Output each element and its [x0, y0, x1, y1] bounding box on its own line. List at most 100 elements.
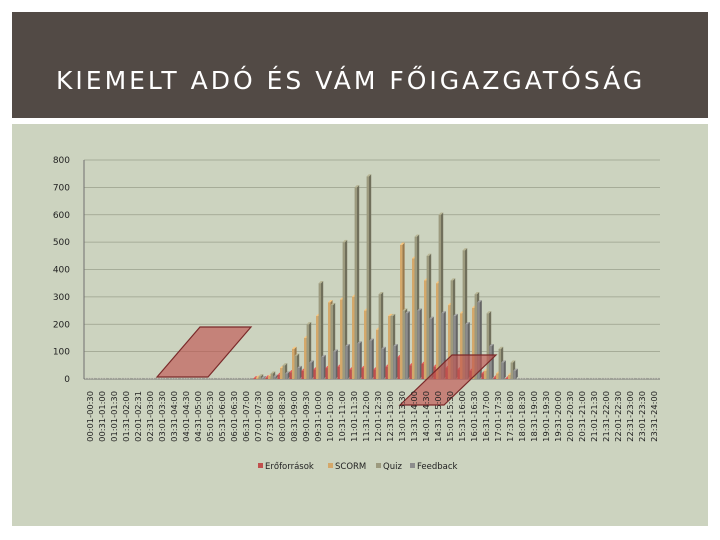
- bar-4-39: [560, 376, 564, 380]
- bar-1-5: [145, 376, 148, 380]
- bar-2-45: [627, 376, 631, 380]
- x-tick-label: 12:01-12:30: [373, 391, 383, 442]
- x-tick-label: 19:01-19:30: [541, 391, 551, 442]
- x-tick-label: 19:31-20:00: [553, 391, 563, 442]
- x-tick-label: 17:31-18:00: [505, 391, 515, 442]
- bar-4-35: [513, 368, 518, 379]
- bar-4-44: [620, 376, 624, 380]
- x-tick-label: 10:31-11:00: [337, 391, 347, 442]
- bar-2-2: [111, 376, 115, 380]
- x-tick-label: 05:01-05:30: [205, 391, 215, 442]
- legend-label: SCORM: [335, 462, 366, 472]
- bar-4-38: [548, 376, 552, 380]
- bar-3-10: [210, 376, 214, 380]
- chart-legend: Erőforrások SCORM Quiz Feedback: [258, 462, 458, 472]
- chart-panel: [12, 124, 708, 526]
- x-tick-label: 21:31-22:00: [601, 391, 611, 442]
- x-tick-label: 10:01-10:30: [325, 391, 335, 442]
- bar-1-11: [217, 376, 220, 380]
- x-tick-label: 17:01-17:30: [493, 391, 503, 442]
- bar-3-39: [558, 376, 562, 380]
- x-tick-label: 20:01-20:30: [565, 391, 575, 442]
- x-tick-label: 12:31-13:00: [385, 391, 395, 442]
- bar-3-4: [138, 376, 142, 380]
- x-tick-label: 06:01-06:30: [229, 391, 239, 442]
- bar-1-39: [553, 376, 556, 380]
- highlight-parallelogram-night: [155, 326, 253, 378]
- x-tick-label: 15:31-16:00: [457, 391, 467, 442]
- bar-4-16: [285, 371, 290, 379]
- bar-1-41: [577, 376, 580, 380]
- bar-1-38: [541, 376, 544, 380]
- bar-1-3: [121, 376, 124, 380]
- bar-4-33: [489, 343, 494, 379]
- x-tick-label: 11:01-11:30: [349, 391, 359, 442]
- bar-4-28: [429, 316, 434, 379]
- x-tick-label: 21:01-21:30: [589, 391, 599, 442]
- bar-1-1: [97, 376, 100, 380]
- y-tick-label: 300: [53, 293, 70, 303]
- bar-1-12: [229, 376, 232, 380]
- bar-2-47: [651, 376, 655, 380]
- bar-1-47: [649, 376, 652, 380]
- x-tick-label: 02:31-03:00: [145, 391, 155, 442]
- bar-1-4: [133, 376, 136, 380]
- x-tick-label: 15:01-15:30: [445, 391, 455, 442]
- bar-2-3: [123, 376, 127, 380]
- bar-3-2: [114, 376, 118, 380]
- bar-3-12: [234, 376, 238, 380]
- bar-3-36: [522, 376, 526, 380]
- bar-2-36: [519, 376, 523, 380]
- bar-4-14: [261, 375, 266, 379]
- bar-3-45: [630, 376, 634, 380]
- x-tick-label: 18:01-18:30: [517, 391, 527, 442]
- x-tick-label: 08:31-09:00: [289, 391, 299, 442]
- bar-2-42: [591, 376, 595, 380]
- x-tick-label: 16:31-17:00: [481, 391, 491, 442]
- bar-4-3: [128, 376, 132, 380]
- x-tick-label: 01:31-02:00: [121, 391, 131, 442]
- header-bar: KIEMELT ADÓ ÉS VÁM FŐIGAZGATÓSÁG: [12, 12, 708, 118]
- bar-4-45: [632, 376, 636, 380]
- highlight-parallelogram-afternoon: [398, 354, 498, 406]
- bar-3-3: [126, 376, 130, 380]
- bar-1-0: [85, 376, 88, 380]
- bar-2-38: [543, 376, 547, 380]
- legend-item: Feedback: [410, 462, 458, 472]
- x-tick-label: 13:01-13:30: [397, 391, 407, 442]
- bar-3-43: [606, 376, 610, 380]
- y-tick-label: 800: [53, 156, 70, 166]
- bar-4-37: [536, 376, 540, 380]
- legend-item: Erőforrások: [258, 462, 314, 472]
- x-tick-label: 07:31-08:00: [265, 391, 275, 442]
- bar-4-21: [345, 343, 350, 379]
- bar-4-36: [524, 376, 528, 380]
- bar-4-20: [333, 349, 338, 379]
- bar-3-40: [570, 376, 574, 380]
- x-tick-label: 18:31-19:00: [529, 391, 539, 442]
- x-tick-label: 22:01-22:30: [613, 391, 623, 442]
- bar-1-37: [529, 376, 532, 380]
- legend-label: Feedback: [417, 462, 458, 472]
- bar-4-22: [357, 341, 362, 379]
- bar-4-43: [608, 376, 612, 380]
- legend-swatch: [328, 463, 333, 468]
- bar-4-15: [273, 374, 278, 379]
- highlight-markers: [155, 326, 498, 406]
- bar-2-0: [87, 376, 91, 380]
- bar-3-11: [222, 376, 226, 380]
- bar-2-46: [639, 376, 643, 380]
- x-tick-label: 03:01-03:30: [157, 391, 167, 442]
- page-title: KIEMELT ADÓ ÉS VÁM FŐIGAZGATÓSÁG: [56, 66, 646, 95]
- legend-swatch: [376, 463, 381, 468]
- x-tick-label: 01:01-01:30: [109, 391, 119, 442]
- x-tick-label: 04:31-05:00: [193, 391, 203, 442]
- bar-1-46: [637, 376, 640, 380]
- bar-4-26: [405, 311, 410, 379]
- bar-4-42: [596, 376, 600, 380]
- x-tick-label: 14:31-15:00: [433, 391, 443, 442]
- bar-4-2: [116, 376, 120, 380]
- bar-4-12: [236, 376, 240, 380]
- x-tick-label: 09:31-10:00: [313, 391, 323, 442]
